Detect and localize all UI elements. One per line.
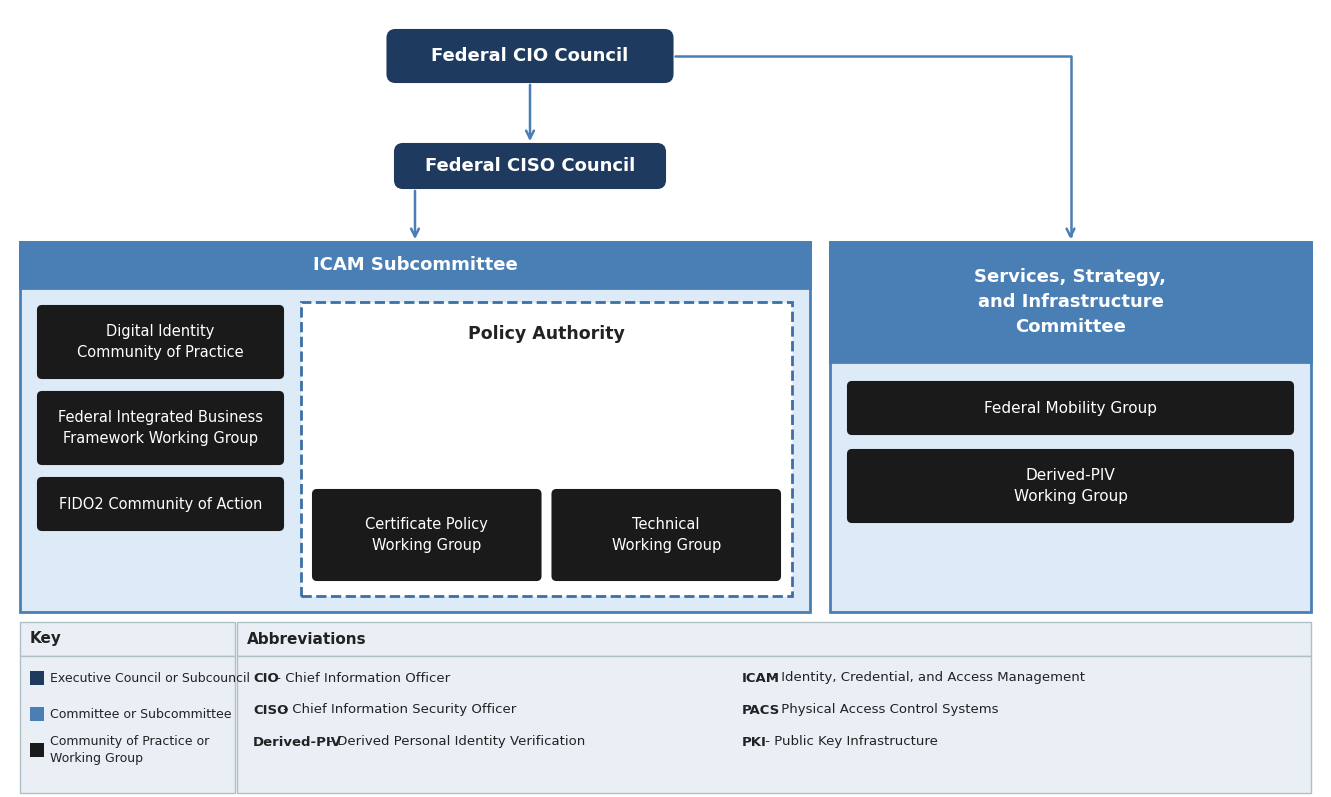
Text: - Derived Personal Identity Verification: - Derived Personal Identity Verification [325,736,586,748]
Text: Committee or Subcommittee: Committee or Subcommittee [51,708,232,720]
FancyBboxPatch shape [552,490,780,580]
Text: Policy Authority: Policy Authority [469,325,626,343]
Bar [20,242,811,288]
Text: - Chief Information Officer: - Chief Information Officer [273,672,451,685]
Text: Derived-PIV: Derived-PIV [253,736,342,748]
Bar [31,671,44,685]
Bar [31,743,44,757]
Bar [31,707,44,721]
Text: Technical
Working Group: Technical Working Group [612,517,721,553]
FancyBboxPatch shape [848,382,1292,434]
FancyBboxPatch shape [39,306,284,378]
Text: Digital Identity
Community of Practice: Digital Identity Community of Practice [77,324,244,360]
Text: Derived-PIV
Working Group: Derived-PIV Working Group [1013,468,1127,504]
Bar [20,622,236,656]
Text: Services, Strategy,
and Infrastructure
Committee: Services, Strategy, and Infrastructure C… [974,268,1166,336]
Text: FIDO2 Community of Action: FIDO2 Community of Action [59,497,262,512]
Bar [237,656,1311,793]
Bar [301,302,792,596]
Text: - Physical Access Control Systems: - Physical Access Control Systems [768,704,998,717]
Text: Key: Key [31,631,61,646]
Bar [831,242,1311,612]
Text: CISO: CISO [253,704,289,717]
Bar [831,242,1311,362]
Text: Executive Council or Subcouncil: Executive Council or Subcouncil [51,672,250,685]
FancyBboxPatch shape [387,30,672,82]
Text: ICAM: ICAM [741,672,780,685]
FancyBboxPatch shape [39,478,284,530]
Text: Federal CISO Council: Federal CISO Council [425,157,635,175]
Text: Community of Practice or
Working Group: Community of Practice or Working Group [51,735,209,765]
Text: Abbreviations: Abbreviations [248,631,366,646]
Text: PACS: PACS [741,704,780,717]
Text: - Identity, Credential, and Access Management: - Identity, Credential, and Access Manag… [768,672,1085,685]
FancyBboxPatch shape [39,392,284,464]
Text: CIO: CIO [253,672,278,685]
FancyBboxPatch shape [313,490,540,580]
FancyBboxPatch shape [848,450,1292,522]
Text: - Public Key Infrastructure: - Public Key Infrastructure [761,736,938,748]
Text: Federal Mobility Group: Federal Mobility Group [984,401,1157,415]
Text: Federal CIO Council: Federal CIO Council [431,47,628,65]
Bar [237,622,1311,656]
Text: Federal Integrated Business
Framework Working Group: Federal Integrated Business Framework Wo… [59,410,264,446]
Text: Certificate Policy
Working Group: Certificate Policy Working Group [365,517,488,553]
Text: - Chief Information Security Officer: - Chief Information Security Officer [280,704,516,717]
Text: PKI: PKI [741,736,767,748]
Bar [20,656,236,793]
Bar [20,242,811,612]
FancyBboxPatch shape [395,144,666,188]
Text: ICAM Subcommittee: ICAM Subcommittee [313,256,518,274]
